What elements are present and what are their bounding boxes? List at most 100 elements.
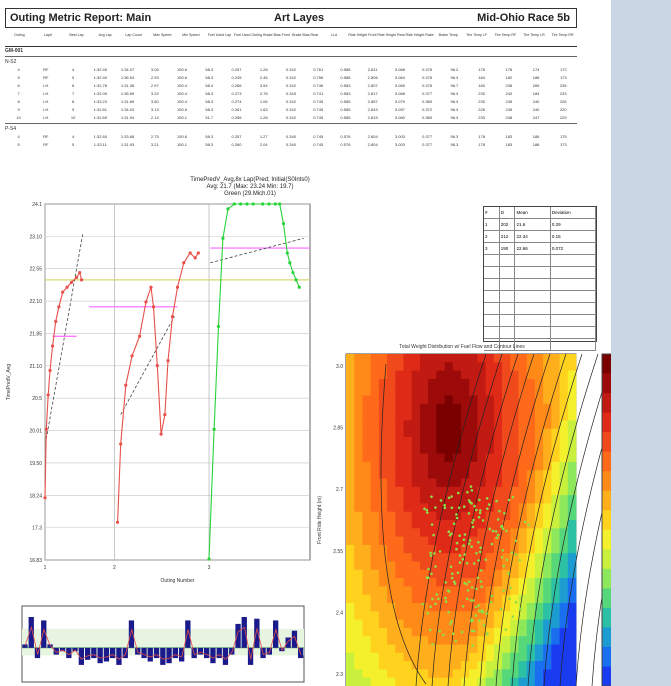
heatmap-cell — [526, 495, 536, 504]
table-cell: 1:32.61 — [93, 107, 107, 112]
table-cell: 8 — [71, 99, 75, 104]
heatmap-cell — [452, 619, 462, 629]
heatmap-cell — [346, 370, 355, 380]
table-cell: 96.7 — [450, 83, 459, 88]
heatmap-cell — [419, 544, 429, 554]
heatmap-cell — [378, 652, 388, 662]
table-cell: 0.376 — [422, 75, 433, 80]
heatmap-cell — [518, 495, 528, 504]
heatmap-cell — [543, 636, 552, 645]
heatmap-cell — [493, 520, 503, 529]
heatmap-cell — [387, 661, 396, 670]
heatmap-cell — [461, 486, 470, 496]
heatmap-cell — [485, 669, 495, 679]
heatmap-cell — [370, 453, 380, 463]
heatmap-cell — [444, 511, 454, 521]
stats-cell: Mean — [515, 207, 551, 218]
table-cell: 3.068 — [394, 91, 405, 96]
heatmap-cell — [559, 528, 569, 537]
heatmap-cell — [354, 553, 363, 562]
heatmap-cell — [485, 403, 495, 413]
heatmap-cell — [559, 561, 569, 571]
heatmap-cell — [543, 354, 552, 363]
heatmap-cell — [452, 453, 462, 463]
heatmap-cell — [370, 478, 380, 488]
heatmap-cell — [518, 578, 528, 587]
heatmap-cell — [346, 503, 355, 513]
heatmap-cell — [469, 461, 478, 471]
heatmap-cell — [526, 594, 536, 604]
heatmap-cell — [461, 611, 470, 620]
heatmap-cell — [411, 661, 421, 670]
heatmap-cell — [419, 395, 429, 405]
heatmap-cell — [362, 553, 372, 562]
contour-line — [380, 363, 427, 685]
heatmap-cell — [395, 677, 404, 686]
heatmap-cell — [395, 669, 404, 679]
heatmap-cell — [469, 669, 478, 679]
heatmap-cell — [452, 669, 462, 679]
heatmap-cell — [428, 461, 437, 471]
heatmap-cell — [559, 403, 569, 413]
heatmap-cell — [436, 453, 445, 463]
heatmap-cell — [567, 428, 577, 438]
heatmap-cell — [354, 536, 363, 546]
heatmap-cell — [477, 569, 487, 579]
heatmap-cell — [411, 511, 421, 521]
heatmap-cell — [403, 437, 413, 446]
heatmap-cell — [502, 544, 511, 554]
heatmap-cell — [444, 428, 454, 438]
heatmap-cell — [518, 420, 528, 430]
contour-line — [431, 353, 503, 686]
contour-line — [559, 414, 611, 686]
heatmap-cell — [395, 453, 404, 463]
heatmap-cell — [346, 603, 355, 612]
stats-cell: 190 — [500, 243, 516, 254]
stats-cell — [551, 327, 596, 338]
heatmap-cell — [543, 619, 552, 629]
scatter-point — [496, 533, 500, 537]
heatmap-cell — [428, 636, 437, 645]
heatmap-cell — [502, 437, 511, 446]
heatmap-cell — [411, 536, 421, 546]
heatmap-cell — [436, 536, 445, 546]
heatmap-cell — [567, 544, 577, 554]
y-tick-label: 2.55 — [333, 549, 343, 555]
heatmap-cell — [551, 503, 560, 513]
scatter-point — [450, 620, 453, 623]
heatmap-cell — [567, 453, 577, 463]
scatter-point — [482, 623, 486, 627]
scatter-point — [494, 530, 498, 533]
heatmap-cell — [493, 636, 503, 645]
scatter-point — [489, 600, 493, 604]
heatmap-cell — [411, 611, 421, 620]
stats-cell: 0.29 — [551, 219, 596, 230]
heatmap-cell — [403, 378, 413, 388]
heatmap-cell — [567, 470, 577, 479]
heatmap-cell — [469, 370, 478, 380]
scatter-point — [432, 533, 435, 537]
heatmap-cell — [362, 486, 372, 496]
heatmap-cell — [485, 611, 495, 620]
heatmap-cell — [526, 511, 536, 521]
heatmap-cell — [543, 403, 552, 413]
heatmap-cell — [477, 495, 487, 504]
heatmap-cell — [551, 627, 560, 637]
bar — [254, 618, 260, 648]
stats-empty-row — [484, 303, 596, 315]
heatmap-cell — [428, 511, 437, 521]
heatmap-cell — [387, 395, 396, 405]
heatmap-cell — [354, 387, 363, 396]
heatmap-cell — [362, 544, 372, 554]
table-cell: 1:31.94 — [120, 115, 135, 120]
heatmap-cell — [362, 445, 372, 454]
heatmap-cell — [370, 520, 380, 529]
heatmap-cell — [411, 520, 421, 529]
table-cell: 0.583 — [340, 91, 351, 96]
heatmap-cell — [452, 594, 462, 604]
scatter-point — [479, 580, 483, 583]
heatmap-cell — [461, 378, 470, 388]
heatmap-cell — [419, 611, 429, 620]
heatmap-cell — [502, 619, 511, 629]
scatter-point — [431, 597, 434, 601]
